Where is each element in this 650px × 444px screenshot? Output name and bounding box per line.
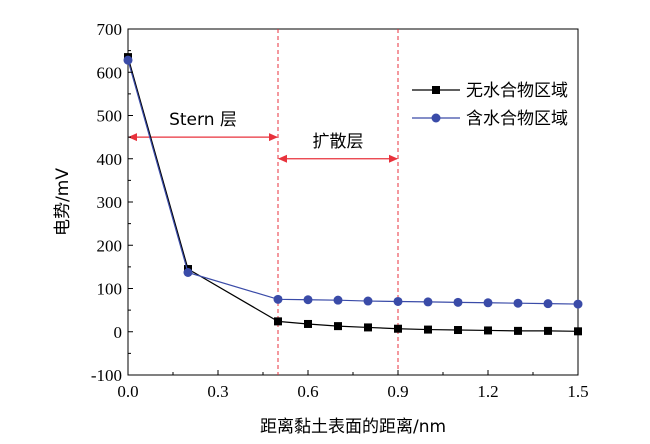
x-tick-label: 0.0 (117, 382, 138, 401)
y-tick-label: -100 (91, 366, 122, 385)
legend-marker-circle (431, 113, 441, 123)
x-axis-title: 距离黏土表面的距离/nm (260, 417, 446, 437)
annotation-arrowhead-left (128, 133, 137, 142)
x-axis: 0.0 0.3 0.6 0.9 1.2 1.5 (117, 370, 589, 401)
legend-label: 无水合物区域 (466, 81, 568, 101)
y-tick-label: 100 (97, 280, 123, 299)
data-point-circle (423, 297, 433, 307)
x-tick-label: 1.5 (567, 382, 588, 401)
annotation-label: Stern 层 (169, 110, 237, 130)
data-point-square (484, 326, 492, 335)
data-point-square (364, 323, 372, 332)
data-point-circle (393, 296, 403, 306)
y-axis: -100 0 100 200 300 400 500 600 700 (91, 20, 133, 385)
data-point-circle (483, 298, 493, 308)
x-tick-label: 0.9 (387, 382, 408, 401)
y-axis-title: 电势/mV (53, 168, 73, 236)
data-point-circle (303, 295, 313, 305)
reference-lines (277, 29, 399, 375)
x-tick-label: 1.2 (477, 382, 498, 401)
annotation-arrowhead-right (269, 133, 278, 142)
y-tick-label: 500 (97, 107, 123, 126)
legend-label: 含水合物区域 (466, 109, 568, 129)
y-tick-label: 600 (97, 63, 123, 82)
data-point-square (304, 319, 312, 328)
y-tick-label: 0 (114, 323, 123, 342)
data-point-square (424, 325, 432, 334)
data-point-circle (543, 299, 553, 309)
data-point-circle (183, 267, 193, 277)
y-tick-label: 400 (97, 150, 123, 169)
y-tick-label: 200 (97, 236, 123, 255)
legend-marker-square (432, 86, 440, 94)
data-point-circle (333, 295, 343, 305)
data-point-square (574, 327, 582, 336)
x-tick-label: 0.6 (297, 382, 318, 401)
data-point-circle (573, 299, 583, 309)
data-point-square (454, 326, 462, 335)
annotation-label: 扩散层 (313, 132, 364, 152)
data-point-circle (453, 297, 463, 307)
y-tick-label: 700 (97, 20, 123, 39)
data-point-square (394, 324, 402, 333)
annotation-arrowhead-left (278, 154, 287, 163)
x-tick-label: 0.3 (207, 382, 228, 401)
y-tick-label: 300 (97, 193, 123, 212)
annotation-arrowhead-right (389, 154, 398, 163)
series-layer (123, 53, 583, 336)
data-point-square (514, 326, 522, 335)
data-point-square (274, 317, 282, 326)
data-point-circle (513, 298, 523, 308)
data-point-circle (363, 296, 373, 306)
data-point-circle (123, 55, 133, 65)
data-point-square (334, 322, 342, 331)
data-point-square (544, 326, 552, 335)
data-point-circle (273, 294, 283, 304)
